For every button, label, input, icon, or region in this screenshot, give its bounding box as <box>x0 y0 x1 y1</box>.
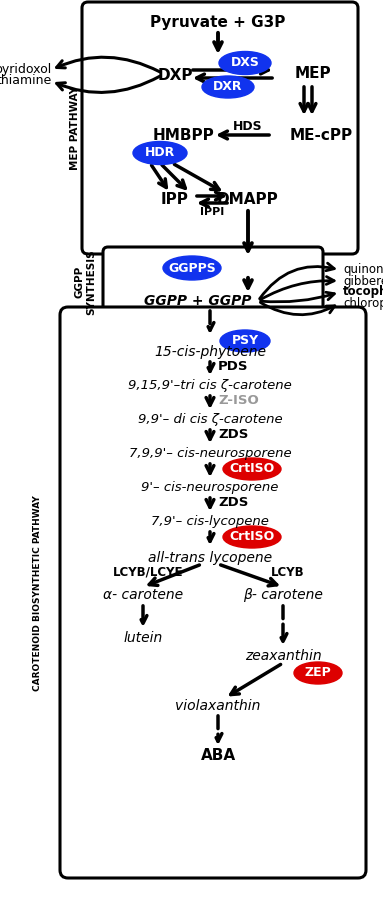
Ellipse shape <box>163 256 221 280</box>
Text: β- carotene: β- carotene <box>243 588 323 602</box>
Text: 15-cis-phytoene: 15-cis-phytoene <box>154 345 266 359</box>
Text: lutein: lutein <box>123 631 163 645</box>
Text: Pyruvate + G3P: Pyruvate + G3P <box>150 15 286 29</box>
Text: Z-ISO: Z-ISO <box>218 395 259 407</box>
Text: GGPP + GGPP: GGPP + GGPP <box>144 294 252 308</box>
Ellipse shape <box>294 662 342 684</box>
Text: LCYB/LCYE: LCYB/LCYE <box>113 565 183 578</box>
Text: DMAPP: DMAPP <box>217 193 279 207</box>
Text: ABA: ABA <box>200 748 236 764</box>
Text: 9,9'– di cis ζ-carotene: 9,9'– di cis ζ-carotene <box>137 414 282 426</box>
Text: CrtISO: CrtISO <box>229 531 275 544</box>
Text: CAROTENOID BIOSYNTHETIC PATHWAY: CAROTENOID BIOSYNTHETIC PATHWAY <box>33 495 43 691</box>
Text: GGPPS: GGPPS <box>168 262 216 275</box>
Text: IPP: IPP <box>161 193 189 207</box>
Text: all-trans lycopene: all-trans lycopene <box>148 551 272 565</box>
Text: 9,15,9'–tri cis ζ-carotene: 9,15,9'–tri cis ζ-carotene <box>128 379 292 393</box>
Text: HMBPP: HMBPP <box>152 127 214 143</box>
Text: LCYB: LCYB <box>271 565 305 578</box>
Ellipse shape <box>202 76 254 98</box>
Text: 7,9'– cis-lycopene: 7,9'– cis-lycopene <box>151 515 269 528</box>
Text: ZDS: ZDS <box>218 496 248 510</box>
Text: violaxanthin: violaxanthin <box>175 699 261 713</box>
Text: DXS: DXS <box>231 56 259 69</box>
Text: DXR: DXR <box>213 81 243 94</box>
Text: ME-cPP: ME-cPP <box>290 127 353 143</box>
Text: MEP PATHWAY: MEP PATHWAY <box>70 86 80 170</box>
Text: zeaxanthin: zeaxanthin <box>245 649 321 663</box>
Ellipse shape <box>133 142 187 165</box>
Text: HDR: HDR <box>145 146 175 159</box>
Ellipse shape <box>223 526 281 548</box>
Text: HDS: HDS <box>233 121 263 134</box>
Text: pyridoxol: pyridoxol <box>0 64 52 76</box>
Ellipse shape <box>220 330 270 352</box>
Text: MEP: MEP <box>295 66 332 82</box>
Text: DXP: DXP <box>157 67 193 83</box>
Text: α- carotene: α- carotene <box>103 588 183 602</box>
Text: quinones: quinones <box>343 264 383 276</box>
Text: gibberellins: gibberellins <box>343 275 383 287</box>
Text: PSY: PSY <box>231 335 259 347</box>
Text: 7,9,9'– cis-neurosporene: 7,9,9'– cis-neurosporene <box>129 447 291 461</box>
Text: PDS: PDS <box>218 361 249 374</box>
Ellipse shape <box>223 458 281 480</box>
Ellipse shape <box>219 52 271 75</box>
Text: GGPP
SYNTHESIS: GGPP SYNTHESIS <box>74 249 96 315</box>
Text: IPPI: IPPI <box>200 207 224 217</box>
FancyBboxPatch shape <box>103 247 323 313</box>
Text: thiamine: thiamine <box>0 75 52 87</box>
Text: CrtISO: CrtISO <box>229 463 275 475</box>
Text: ZEP: ZEP <box>304 666 331 680</box>
Text: chlorophyll: chlorophyll <box>343 296 383 309</box>
Text: tocopherol: tocopherol <box>343 285 383 298</box>
FancyBboxPatch shape <box>60 307 366 878</box>
Text: ZDS: ZDS <box>218 428 248 442</box>
Text: 9'– cis-neurosporene: 9'– cis-neurosporene <box>141 482 279 494</box>
FancyBboxPatch shape <box>82 2 358 254</box>
